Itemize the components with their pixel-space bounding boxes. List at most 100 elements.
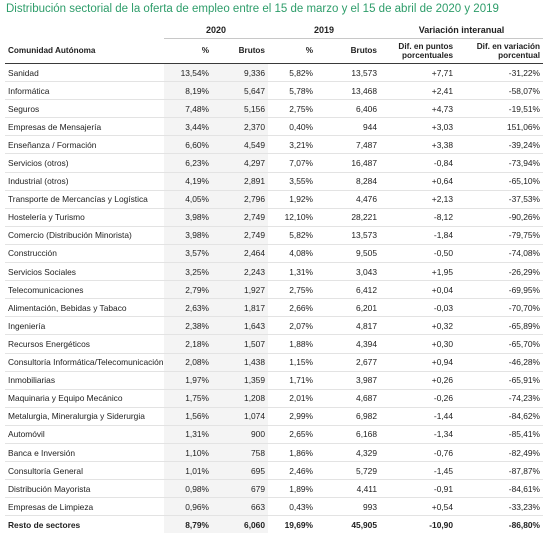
cell-dif-variacion: -73,94% — [456, 153, 543, 173]
cell-dif-variacion: -69,95% — [456, 280, 543, 300]
col-header-brutos-2020: Brutos — [212, 38, 268, 64]
cell-pct-2019: 2,75% — [268, 280, 316, 300]
cell-pct-2019: 1,89% — [268, 479, 316, 499]
cell-sector: Construcción — [5, 244, 164, 264]
cell-pct-2020: 2,18% — [164, 334, 212, 354]
cell-brutos-2019: 6,168 — [316, 425, 380, 444]
table-row: Comercio (Distribución Minorista) 3,98% 2,… — [5, 226, 543, 245]
cell-brutos-2019: 3,043 — [316, 262, 380, 282]
cell-brutos-2019: 2,677 — [316, 353, 380, 372]
cell-sector: Servicios Sociales — [5, 262, 164, 282]
cell-sector: Recursos Energéticos — [5, 334, 164, 354]
cell-pct-2019: 1,71% — [268, 371, 316, 390]
cell-brutos-2020: 1,208 — [212, 389, 268, 408]
table-row: Consultoría General 1,01% 695 2,46% 5,729 -1,… — [5, 461, 543, 481]
cell-dif-puntos: +7,71 — [380, 63, 456, 83]
cell-brutos-2019: 6,201 — [316, 298, 380, 318]
cell-pct-2020: 1,31% — [164, 425, 212, 444]
cell-sector: Empresas de Limpieza — [5, 497, 164, 517]
cell-pct-2019: 2,65% — [268, 425, 316, 444]
cell-brutos-2020: 1,359 — [212, 371, 268, 390]
cell-sector: Hostelería y Turismo — [5, 208, 164, 227]
table-row: Hostelería y Turismo 3,98% 2,749 12,10% 28,2… — [5, 208, 543, 227]
cell-brutos-2020: 2,370 — [212, 117, 268, 137]
cell-brutos-2019: 13,468 — [316, 81, 380, 101]
table-row: Distribución Mayorista 0,98% 679 1,89% 4,411… — [5, 479, 543, 499]
cell-dif-variacion: -90,26% — [456, 208, 543, 227]
table-row: Telecomunicaciones 2,79% 1,927 2,75% 6,412 +0… — [5, 280, 543, 300]
cell-brutos-2019: 4,329 — [316, 443, 380, 463]
cell-brutos-2019: 28,221 — [316, 208, 380, 227]
cell-brutos-2020: 4,297 — [212, 153, 268, 173]
cell-dif-variacion: -74,08% — [456, 244, 543, 264]
cell-dif-variacion: -84,61% — [456, 479, 543, 499]
table-row: Empresas de Mensajería 3,44% 2,370 0,40% 944… — [5, 117, 543, 137]
cell-dif-variacion: -84,62% — [456, 407, 543, 426]
cell-brutos-2019: 4,476 — [316, 190, 380, 209]
cell-brutos-2019: 8,284 — [316, 172, 380, 191]
group-header-2019: 2019 — [268, 21, 380, 39]
cell-brutos-2019: 6,412 — [316, 280, 380, 300]
cell-dif-variacion: -79,75% — [456, 226, 543, 245]
cell-sector: Maquinaria y Equipo Mecánico — [5, 389, 164, 408]
cell-sector: Resto de sectores — [5, 515, 164, 534]
cell-dif-puntos: +2,13 — [380, 190, 456, 209]
cell-sector: Industrial (otros) — [5, 172, 164, 191]
cell-dif-variacion: -19,51% — [456, 99, 543, 119]
cell-pct-2020: 4,19% — [164, 172, 212, 191]
group-header-empty — [5, 21, 164, 39]
cell-pct-2019: 3,21% — [268, 135, 316, 155]
cell-pct-2020: 1,10% — [164, 443, 212, 463]
cell-brutos-2020: 2,796 — [212, 190, 268, 209]
cell-brutos-2019: 6,406 — [316, 99, 380, 119]
cell-dif-puntos: -0,26 — [380, 389, 456, 408]
cell-dif-variacion: -39,24% — [456, 135, 543, 155]
table-row: Seguros 7,48% 5,156 2,75% 6,406 +4,73 -19,51% — [5, 99, 543, 119]
cell-dif-variacion: -70,70% — [456, 298, 543, 318]
cell-pct-2019: 0,43% — [268, 497, 316, 517]
cell-dif-puntos: +0,30 — [380, 334, 456, 354]
cell-dif-variacion: -26,29% — [456, 262, 543, 282]
cell-pct-2020: 8,79% — [164, 515, 212, 534]
cell-dif-puntos: -1,34 — [380, 425, 456, 444]
cell-dif-variacion: -74,23% — [456, 389, 543, 408]
total-row: Resto de sectores 8,79% 6,060 19,69% 45,905-… — [5, 515, 543, 534]
cell-sector: Telecomunicaciones — [5, 280, 164, 300]
cell-pct-2020: 0,98% — [164, 479, 212, 499]
table-row: Construcción 3,57% 2,464 4,08% 9,505 -0,50 -74… — [5, 244, 543, 264]
group-header-variation: Variación interanual — [380, 21, 543, 39]
cell-brutos-2020: 663 — [212, 497, 268, 517]
cell-brutos-2019: 4,817 — [316, 316, 380, 336]
cell-sector: Servicios (otros) — [5, 153, 164, 173]
cell-dif-puntos: +3,03 — [380, 117, 456, 137]
table-row: Servicios (otros) 6,23% 4,297 7,07% 16,487 -0… — [5, 153, 543, 173]
cell-dif-puntos: -0,91 — [380, 479, 456, 499]
table-row: Recursos Energéticos 2,18% 1,507 1,88% 4,394… — [5, 334, 543, 354]
cell-sector: Informática — [5, 81, 164, 101]
cell-brutos-2019: 4,687 — [316, 389, 380, 408]
cell-dif-puntos: +2,41 — [380, 81, 456, 101]
cell-pct-2020: 1,01% — [164, 461, 212, 481]
sector-table: 2020 2019 Variación interanual Comunidad… — [5, 21, 543, 534]
cell-pct-2019: 7,07% — [268, 153, 316, 173]
cell-brutos-2020: 1,438 — [212, 353, 268, 372]
col-header-dif-variacion: Dif. en variación porcentual — [456, 38, 543, 64]
cell-brutos-2020: 2,891 — [212, 172, 268, 191]
cell-brutos-2020: 5,647 — [212, 81, 268, 101]
cell-pct-2020: 2,79% — [164, 280, 212, 300]
cell-pct-2019: 2,07% — [268, 316, 316, 336]
cell-pct-2020: 4,05% — [164, 190, 212, 209]
cell-sector: Metalurgia, Mineralurgia y Siderurgia — [5, 407, 164, 426]
cell-brutos-2020: 1,927 — [212, 280, 268, 300]
cell-dif-puntos: +0,54 — [380, 497, 456, 517]
table-row: Industrial (otros) 4,19% 2,891 3,55% 8,284 +0… — [5, 172, 543, 191]
cell-brutos-2020: 695 — [212, 461, 268, 481]
col-header-comunidad: Comunidad Autónoma — [5, 38, 164, 64]
cell-brutos-2020: 9,336 — [212, 63, 268, 83]
cell-pct-2019: 2,66% — [268, 298, 316, 318]
cell-pct-2020: 2,38% — [164, 316, 212, 336]
cell-dif-puntos: -1,84 — [380, 226, 456, 245]
table-row: Servicios Sociales 3,25% 2,243 1,31% 3,043 +1… — [5, 262, 543, 282]
cell-brutos-2019: 4,394 — [316, 334, 380, 354]
cell-brutos-2019: 13,573 — [316, 226, 380, 245]
